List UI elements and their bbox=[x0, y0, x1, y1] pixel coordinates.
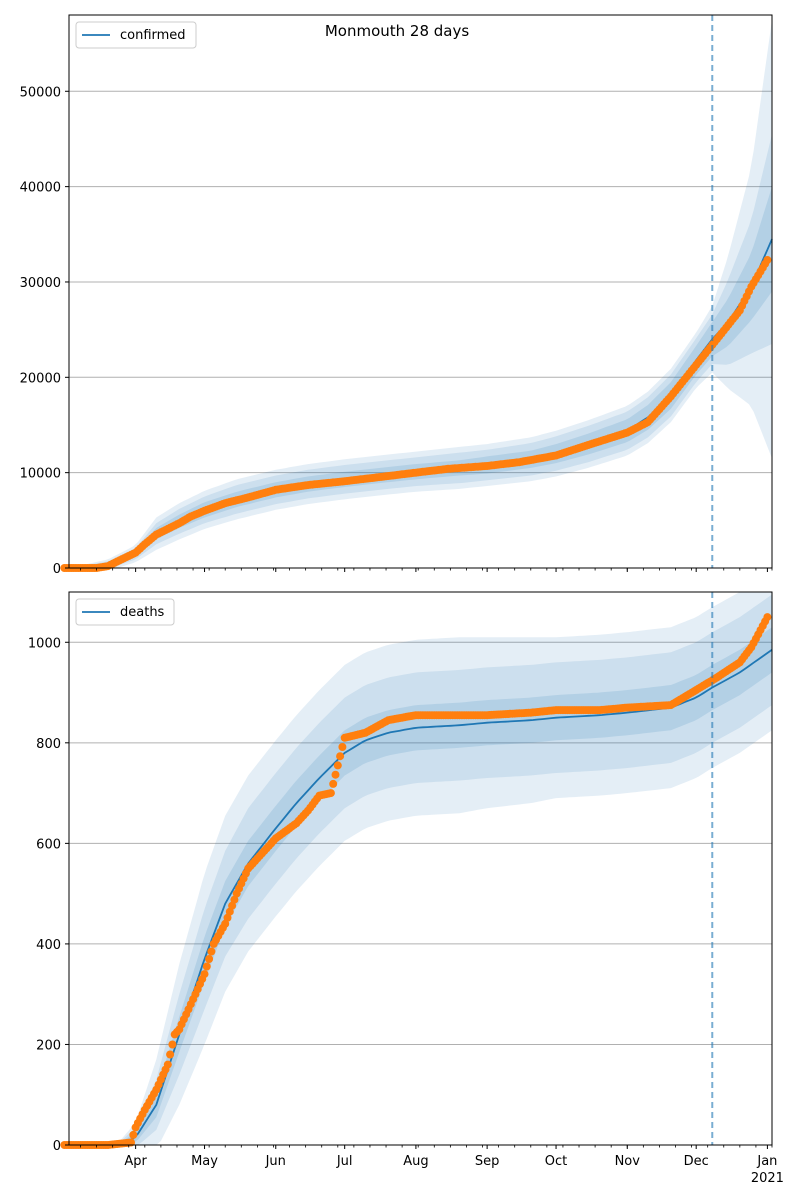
bottom-legend-label: deaths bbox=[120, 605, 165, 620]
y-tick-label: 0 bbox=[53, 562, 61, 577]
observed-point bbox=[223, 913, 232, 922]
observed-point bbox=[336, 752, 345, 761]
top-legend-box bbox=[75, 21, 197, 49]
deaths-panel: 0 200 400 600 800 1000 Apr May Jun Jul Aug Sep Oct N… bbox=[28, 591, 784, 1186]
observed-point bbox=[338, 743, 347, 751]
observed-point bbox=[329, 779, 338, 788]
top-y-axis: 0 10000 20000 30000 40000 50000 bbox=[20, 85, 69, 577]
uncertainty-band bbox=[69, 627, 772, 1145]
y-tick-label: 0 bbox=[53, 1139, 61, 1154]
observed-point bbox=[163, 1060, 172, 1069]
bottom-axes-frame bbox=[68, 591, 773, 1146]
bottom-observed-points bbox=[60, 613, 772, 1149]
top-axes-frame bbox=[68, 14, 773, 569]
y-tick-label: 200 bbox=[36, 1038, 61, 1053]
y-tick-label: 800 bbox=[36, 737, 61, 752]
x-tick-label: Nov bbox=[615, 1154, 641, 1169]
observed-point bbox=[763, 256, 772, 264]
observed-point bbox=[205, 955, 214, 963]
observed-point bbox=[168, 1040, 177, 1049]
x-tick-label: Jan bbox=[756, 1154, 777, 1169]
bottom-gridlines bbox=[69, 641, 772, 1045]
observed-point bbox=[202, 962, 211, 971]
x-year-label: 2021 bbox=[751, 1171, 784, 1186]
x-tick-label: Dec bbox=[684, 1154, 709, 1169]
top-gridlines bbox=[69, 90, 772, 474]
observed-point bbox=[225, 907, 234, 916]
x-tick-label: Sep bbox=[475, 1154, 500, 1169]
y-tick-label: 40000 bbox=[20, 181, 61, 196]
x-tick-label: Oct bbox=[545, 1154, 567, 1169]
top-x-axis bbox=[80, 568, 773, 572]
y-tick-label: 20000 bbox=[20, 371, 61, 386]
top-legend-label: confirmed bbox=[120, 28, 186, 43]
bottom-uncertainty-bands bbox=[69, 592, 772, 1145]
top-uncertainty-bands bbox=[69, 19, 772, 569]
x-tick-label: May bbox=[191, 1154, 218, 1169]
observed-point bbox=[221, 919, 230, 928]
y-tick-label: 1000 bbox=[28, 636, 61, 651]
y-tick-label: 30000 bbox=[20, 276, 61, 291]
observed-point bbox=[200, 970, 209, 979]
observed-point bbox=[763, 613, 772, 622]
uncertainty-band bbox=[69, 134, 772, 568]
observed-point bbox=[230, 895, 239, 904]
observed-point bbox=[326, 789, 335, 798]
bottom-x-axis: Apr May Jun Jul Aug Sep Oct Nov Dec Jan 2021 bbox=[80, 1145, 784, 1186]
uncertainty-band bbox=[69, 19, 772, 569]
observed-point bbox=[333, 761, 342, 770]
x-tick-label: Apr bbox=[124, 1154, 147, 1169]
x-tick-label: Aug bbox=[403, 1154, 428, 1169]
bottom-y-axis: 0 200 400 600 800 1000 bbox=[28, 636, 69, 1154]
observed-point bbox=[331, 770, 340, 779]
x-tick-label: Jul bbox=[336, 1154, 353, 1169]
confirmed-panel: 0 10000 20000 30000 40000 50000 Monmouth 28 d… bbox=[20, 14, 773, 577]
y-tick-label: 400 bbox=[36, 938, 61, 953]
observed-point bbox=[129, 1130, 138, 1139]
observed-point bbox=[166, 1050, 175, 1059]
observed-point bbox=[207, 947, 216, 956]
uncertainty-band bbox=[69, 594, 772, 1145]
bottom-legend-box bbox=[75, 598, 175, 626]
y-tick-label: 50000 bbox=[20, 85, 61, 100]
top-observed-points bbox=[60, 256, 772, 572]
x-tick-label: Jun bbox=[265, 1154, 286, 1169]
y-tick-label: 600 bbox=[36, 837, 61, 852]
chart-title: Monmouth 28 days bbox=[325, 22, 470, 40]
observed-point bbox=[228, 901, 237, 910]
uncertainty-band bbox=[69, 592, 772, 1145]
y-tick-label: 10000 bbox=[20, 467, 61, 482]
bottom-legend: deaths bbox=[75, 598, 175, 626]
top-legend: confirmed bbox=[75, 21, 197, 49]
